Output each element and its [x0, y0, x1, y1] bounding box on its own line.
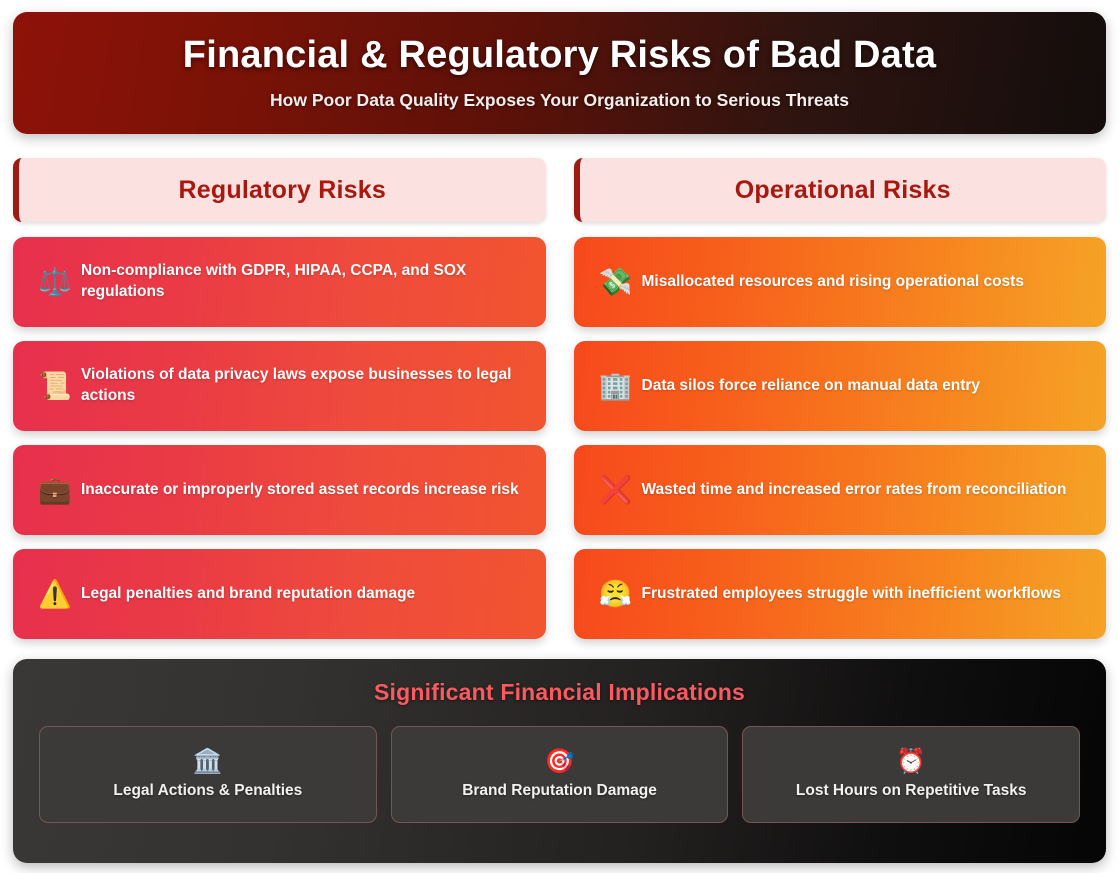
risk-card-text: Violations of data privacy laws expose b…	[81, 366, 512, 404]
risk-card[interactable]: 💼 Inaccurate or improperly stored asset …	[13, 445, 546, 535]
scroll-icon: 📜	[38, 370, 72, 402]
implication-card[interactable]: ⏰ Lost Hours on Repetitive Tasks	[742, 726, 1081, 823]
risk-card[interactable]: 📜 Violations of data privacy laws expose…	[13, 341, 546, 431]
risk-card-text: Frustrated employees struggle with ineff…	[641, 584, 1061, 602]
cross-mark-icon: ❌	[598, 474, 633, 506]
risk-columns: Regulatory Risks ⚖️ Non-compliance with …	[13, 158, 1106, 639]
column-operational-risks: Operational Risks 💸 Misallocated resourc…	[573, 158, 1106, 639]
risk-card[interactable]: 🏢 Data silos force reliance on manual da…	[573, 341, 1106, 431]
column-header-operational: Operational Risks	[573, 158, 1106, 222]
risk-card[interactable]: 😤 Frustrated employees struggle with ine…	[573, 549, 1106, 639]
page-header-banner: Financial & Regulatory Risks of Bad Data…	[13, 12, 1106, 134]
implication-card-label: Legal Actions & Penalties	[113, 782, 303, 799]
column-header-regulatory: Regulatory Risks	[13, 158, 546, 222]
balance-scale-icon: ⚖️	[38, 266, 72, 298]
risk-card-text: Inaccurate or improperly stored asset re…	[81, 480, 519, 498]
office-building-icon: 🏢	[598, 370, 633, 402]
column-regulatory-risks: Regulatory Risks ⚖️ Non-compliance with …	[13, 158, 546, 639]
risk-card-text: Legal penalties and brand reputation dam…	[81, 584, 416, 602]
face-with-steam-icon: 😤	[598, 578, 633, 610]
warning-triangle-icon: ⚠️	[38, 578, 72, 610]
risk-card[interactable]: ❌ Wasted time and increased error rates …	[573, 445, 1106, 535]
column-heading-label: Regulatory Risks	[178, 175, 386, 204]
classical-building-icon: 🏛️	[192, 747, 223, 775]
page-title: Financial & Regulatory Risks of Bad Data	[182, 34, 937, 77]
risk-card-text: Non-compliance with GDPR, HIPAA, CCPA, a…	[81, 262, 467, 300]
bullseye-dart-icon: 🎯	[544, 747, 575, 775]
page-subtitle: How Poor Data Quality Exposes Your Organ…	[270, 89, 849, 110]
implication-card[interactable]: 🏛️ Legal Actions & Penalties	[39, 726, 377, 823]
column-heading-label: Operational Risks	[734, 175, 951, 204]
risk-card-text: Data silos force reliance on manual data…	[641, 376, 981, 394]
regulatory-risk-card-list: ⚖️ Non-compliance with GDPR, HIPAA, CCPA…	[13, 237, 546, 639]
risk-card[interactable]: 💸 Misallocated resources and rising oper…	[573, 237, 1106, 327]
implication-card-label: Brand Reputation Damage	[462, 782, 657, 799]
risk-card-text: Misallocated resources and rising operat…	[641, 272, 1024, 290]
briefcase-icon: 💼	[38, 474, 72, 506]
alarm-clock-icon: ⏰	[896, 747, 927, 775]
footer-heading: Significant Financial Implications	[373, 679, 746, 705]
operational-risk-card-list: 💸 Misallocated resources and rising oper…	[573, 237, 1106, 639]
implication-card-label: Lost Hours on Repetitive Tasks	[795, 782, 1027, 799]
risk-card[interactable]: ⚖️ Non-compliance with GDPR, HIPAA, CCPA…	[13, 237, 546, 327]
money-with-wings-icon: 💸	[598, 266, 633, 298]
implication-card[interactable]: 🎯 Brand Reputation Damage	[390, 726, 729, 823]
risk-card[interactable]: ⚠️ Legal penalties and brand reputation …	[13, 549, 546, 639]
implication-card-row: 🏛️ Legal Actions & Penalties 🎯 Brand Rep…	[39, 726, 1081, 823]
risk-card-text: Wasted time and increased error rates fr…	[641, 480, 1067, 498]
financial-implications-section: Significant Financial Implications 🏛️ Le…	[13, 659, 1106, 863]
